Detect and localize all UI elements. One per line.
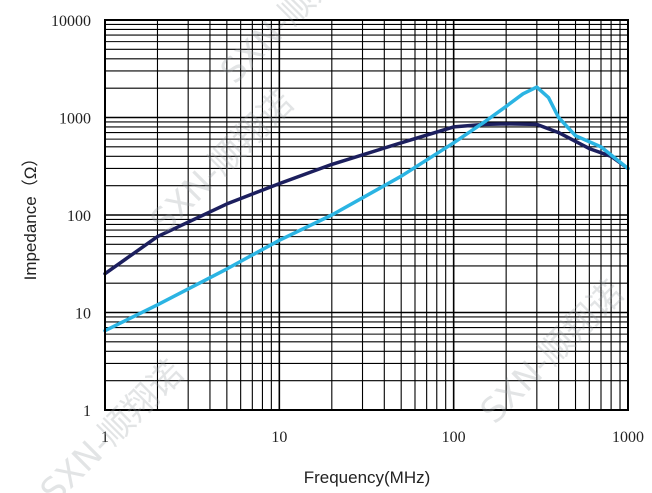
watermark-text: SXN-顺翔诺	[33, 353, 192, 493]
x-tick-label: 1000	[612, 429, 644, 446]
plot-frame	[104, 19, 629, 411]
x-tick-label: 10	[271, 429, 287, 446]
y-tick-label: 1	[83, 403, 91, 420]
series-lines	[103, 85, 630, 333]
series-line-2	[103, 85, 630, 333]
x-axis-title: Frequency(MHz)	[304, 468, 431, 487]
y-tick-label: 100	[67, 208, 91, 225]
y-tick-label: 10	[75, 306, 91, 323]
watermark-text: SXN-顺翔诺	[473, 273, 632, 432]
grid-lines	[104, 20, 628, 411]
y-tick-label: 1000	[59, 111, 91, 128]
series-line-1	[103, 122, 630, 276]
watermark-text: SXN-顺翔诺	[213, 0, 372, 92]
x-tick-label: 100	[442, 429, 466, 446]
tick-labels: 1 10 100 1000 1 10 100 1000 10000	[51, 13, 644, 446]
y-tick-label: 10000	[51, 13, 91, 30]
y-axis-title: Impedance（Ω）	[21, 150, 40, 281]
x-tick-label: 1	[101, 429, 109, 446]
watermark-text: SXN-顺翔诺	[143, 83, 302, 242]
